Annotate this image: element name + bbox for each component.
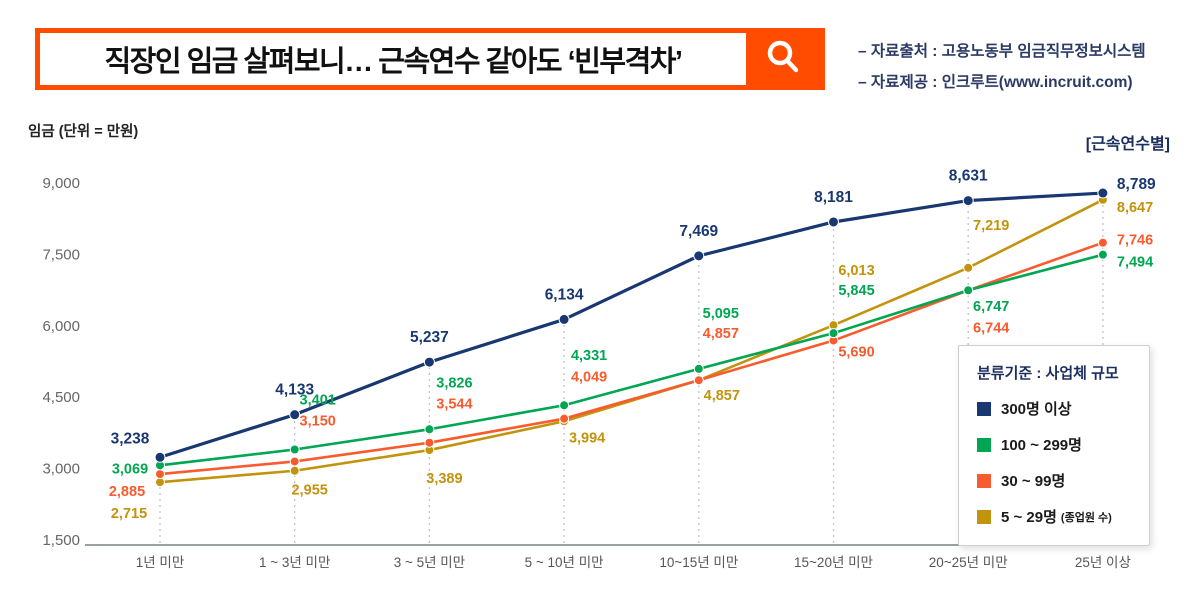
svg-text:7,500: 7,500	[42, 246, 80, 263]
svg-text:3,000: 3,000	[42, 461, 80, 478]
svg-text:3,826: 3,826	[436, 375, 472, 391]
svg-text:6,000: 6,000	[42, 318, 80, 335]
y-axis-unit-label: 임금 (단위 = 만원)	[28, 124, 139, 140]
svg-text:5 ~ 10년 미만: 5 ~ 10년 미만	[525, 555, 604, 570]
data-sources: – 자료출처 : 고용노동부 임금직무정보시스템 – 자료제공 : 인크루트(w…	[858, 36, 1146, 98]
svg-text:20~25년 미만: 20~25년 미만	[929, 555, 1008, 570]
svg-text:4,049: 4,049	[571, 370, 607, 386]
svg-text:2,955: 2,955	[292, 483, 328, 499]
source-line-1: – 자료출처 : 고용노동부 임금직무정보시스템	[858, 43, 1146, 60]
svg-text:4,857: 4,857	[703, 326, 739, 342]
legend-label-suffix: (종업원 수)	[1060, 511, 1112, 524]
svg-text:3,389: 3,389	[426, 471, 462, 487]
svg-text:7,469: 7,469	[679, 223, 718, 240]
svg-text:8,181: 8,181	[814, 189, 853, 206]
svg-text:3,994: 3,994	[569, 430, 605, 446]
svg-text:1년 미만: 1년 미만	[136, 555, 185, 570]
svg-text:5,237: 5,237	[410, 329, 449, 346]
source-line-2: – 자료제공 : 인크루트(www.incruit.com)	[858, 74, 1133, 91]
svg-text:25년 이상: 25년 이상	[1075, 555, 1131, 570]
legend-item-30-99: 30 ~ 99명	[977, 470, 1131, 491]
svg-text:8,631: 8,631	[949, 168, 988, 185]
search-button[interactable]	[746, 33, 820, 85]
svg-text:6,747: 6,747	[973, 299, 1009, 315]
legend-swatch-orange	[977, 473, 991, 488]
svg-text:5,690: 5,690	[838, 345, 874, 361]
svg-text:3,238: 3,238	[111, 430, 150, 447]
svg-text:8,789: 8,789	[1117, 176, 1156, 193]
legend-item-300plus: 300명 이상	[977, 398, 1131, 419]
headline-title: 직장인 임금 살펴보니… 근속연수 같아도 ‘빈부격차’	[104, 46, 683, 78]
svg-text:3,150: 3,150	[300, 413, 336, 429]
headline-box: 직장인 임금 살펴보니… 근속연수 같아도 ‘빈부격차’	[35, 28, 825, 90]
legend-label: 300명 이상	[1001, 401, 1072, 418]
svg-text:6,744: 6,744	[973, 320, 1009, 336]
svg-text:3,401: 3,401	[300, 393, 336, 409]
legend-box: 분류기준 : 사업체 규모 300명 이상 100 ~ 299명 30 ~ 99…	[958, 345, 1150, 546]
svg-text:4,500: 4,500	[42, 389, 80, 406]
svg-text:3,069: 3,069	[112, 461, 148, 477]
legend-item-100-299: 100 ~ 299명	[977, 434, 1131, 455]
group-by-label: [근속연수별]	[1085, 136, 1170, 153]
svg-text:4,331: 4,331	[571, 348, 607, 364]
legend-label: 5 ~ 29명	[1001, 509, 1057, 526]
magnifier-icon	[763, 37, 803, 82]
svg-text:7,746: 7,746	[1117, 233, 1153, 249]
svg-text:1 ~ 3년 미만: 1 ~ 3년 미만	[259, 555, 330, 570]
svg-text:9,000: 9,000	[42, 175, 80, 192]
svg-text:10~15년 미만: 10~15년 미만	[659, 555, 738, 570]
svg-text:5,845: 5,845	[838, 283, 874, 299]
svg-text:3,544: 3,544	[436, 397, 472, 413]
svg-text:7,219: 7,219	[973, 218, 1009, 234]
svg-text:3 ~ 5년 미만: 3 ~ 5년 미만	[394, 555, 465, 570]
legend-swatch-olive	[977, 509, 991, 524]
svg-text:2,885: 2,885	[109, 484, 145, 500]
svg-text:5,095: 5,095	[703, 306, 739, 322]
legend-label: 30 ~ 99명	[1001, 473, 1066, 490]
legend-title: 분류기준 : 사업체 규모	[977, 365, 1119, 382]
svg-text:4,857: 4,857	[704, 388, 740, 404]
svg-text:15~20년 미만: 15~20년 미만	[794, 555, 873, 570]
legend-item-5-29: 5 ~ 29명 (종업원 수)	[977, 506, 1131, 527]
svg-text:6,134: 6,134	[545, 286, 584, 303]
legend-swatch-navy	[977, 401, 991, 416]
svg-text:2,715: 2,715	[111, 506, 147, 522]
legend-swatch-green	[977, 437, 991, 452]
svg-text:7,494: 7,494	[1117, 255, 1153, 271]
svg-text:8,647: 8,647	[1117, 200, 1153, 216]
svg-text:1,500: 1,500	[42, 532, 80, 549]
svg-text:4,133: 4,133	[275, 382, 314, 399]
legend-label: 100 ~ 299명	[1001, 437, 1082, 454]
svg-text:6,013: 6,013	[838, 263, 874, 279]
